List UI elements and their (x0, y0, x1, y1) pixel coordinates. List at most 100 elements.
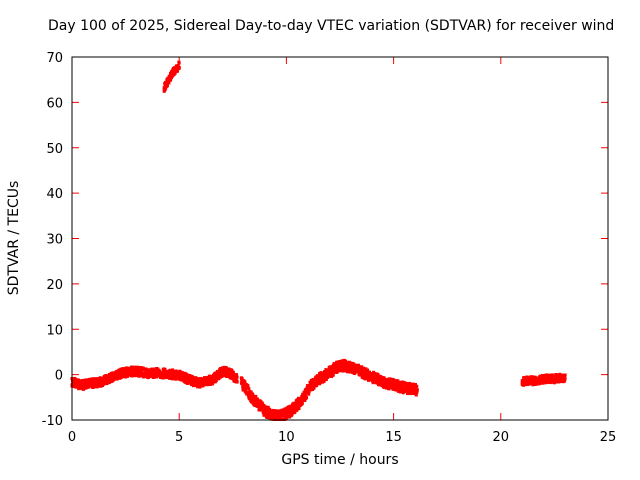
scatter-marker (249, 390, 253, 394)
scatter-marker (176, 64, 180, 67)
y-tick-label: 20 (46, 278, 63, 293)
scatter-marker (327, 374, 331, 378)
scatter-marker (348, 361, 352, 365)
scatter-marker (177, 61, 181, 65)
scatter-marker (551, 373, 555, 377)
scatter-marker (364, 367, 368, 371)
scatter-marker (312, 386, 316, 390)
scatter-marker (180, 378, 184, 382)
scatter-marker (274, 412, 278, 416)
scatter-marker (140, 369, 144, 373)
scatter-marker (305, 388, 309, 391)
scatter-marker (357, 363, 360, 367)
scatter-marker (308, 380, 312, 384)
y-tick-label: -10 (42, 414, 63, 429)
scatter-marker (271, 408, 275, 412)
scatter-marker (235, 373, 239, 377)
scatter-marker (333, 363, 337, 366)
chart-title: Day 100 of 2025, Sidereal Day-to-day VTE… (48, 18, 614, 34)
scatter-marker (322, 379, 326, 383)
scatter-marker (409, 392, 413, 396)
scatter-marker (266, 410, 270, 414)
scatter-marker (319, 371, 323, 375)
scatter-marker (240, 377, 244, 381)
scatter-marker (317, 375, 321, 379)
scatter-marker (288, 414, 292, 418)
scatter-marker (563, 377, 567, 381)
scatter-marker (214, 379, 218, 383)
scatter-marker (165, 83, 169, 87)
scatter-marker (126, 366, 129, 370)
scatter-marker (94, 382, 98, 385)
scatter-marker (246, 385, 250, 389)
scatter-marker (78, 384, 81, 388)
y-tick-label: 0 (55, 369, 63, 384)
scatter-marker (220, 371, 224, 375)
scatter-marker (170, 76, 173, 80)
scatter-marker (366, 368, 370, 372)
scatter-marker (277, 414, 281, 418)
scatter-marker (201, 384, 205, 388)
scatter-marker (129, 371, 133, 374)
scatter-marker (367, 378, 370, 382)
scatter-marker (137, 374, 141, 378)
plot-border (71, 56, 609, 421)
scatter-marker (176, 69, 179, 73)
scatter-marker (563, 373, 567, 377)
scatter-marker (346, 370, 349, 374)
scatter-marker (105, 382, 109, 385)
scatter-marker (285, 408, 289, 412)
scatter-marker (414, 393, 418, 397)
scatter-marker (178, 375, 182, 379)
scatter-marker (222, 373, 226, 377)
scatter-marker (168, 368, 172, 372)
scatter-marker (244, 390, 248, 394)
scatter-marker (336, 368, 340, 372)
scatter-marker (135, 365, 138, 369)
scatter-marker (143, 375, 147, 379)
scatter-marker (526, 375, 530, 379)
scatter-marker (154, 371, 158, 375)
scatter-marker (211, 382, 215, 386)
scatter-marker (387, 387, 391, 391)
x-tick-label: 15 (385, 430, 402, 445)
scatter-marker (351, 367, 355, 371)
scatter-marker (177, 66, 181, 69)
scatter-marker (297, 407, 301, 411)
scatter-marker (235, 375, 239, 379)
y-tick-label: 50 (46, 142, 63, 157)
y-tick-label: 10 (46, 323, 63, 338)
scatter-marker (329, 369, 332, 373)
scatter-marker (164, 86, 168, 90)
scatter-marker (408, 381, 412, 385)
scatter-marker (305, 396, 309, 400)
border-rect (71, 56, 609, 421)
scatter-marker (307, 390, 311, 394)
scatter-marker (171, 368, 175, 372)
scatter-marker (340, 367, 343, 371)
scatter-marker (312, 379, 315, 383)
scatter-marker (558, 372, 562, 376)
scatter-marker (300, 401, 304, 405)
scatter-marker (256, 398, 260, 402)
scatter-marker (169, 78, 173, 82)
scatter-marker (415, 384, 419, 388)
x-tick-label: 10 (278, 430, 295, 445)
scatter-marker (376, 372, 380, 376)
scatter-marker (292, 401, 296, 405)
scatter-marker (368, 370, 371, 374)
scatter-marker (74, 385, 78, 389)
scatter-marker (371, 381, 375, 385)
scatter-marker (399, 390, 403, 394)
scatter-marker (124, 375, 128, 379)
scatter-marker (412, 389, 416, 393)
scatter-marker (408, 384, 412, 388)
scatter-marker (304, 394, 308, 397)
scatter-marker (337, 364, 341, 368)
scatter-marker (163, 367, 167, 371)
y-tick-label: 70 (46, 51, 63, 66)
scatter-marker (414, 383, 417, 386)
scatter-marker (360, 365, 364, 369)
scatter-marker (268, 407, 272, 411)
scatter-marker (82, 387, 86, 391)
